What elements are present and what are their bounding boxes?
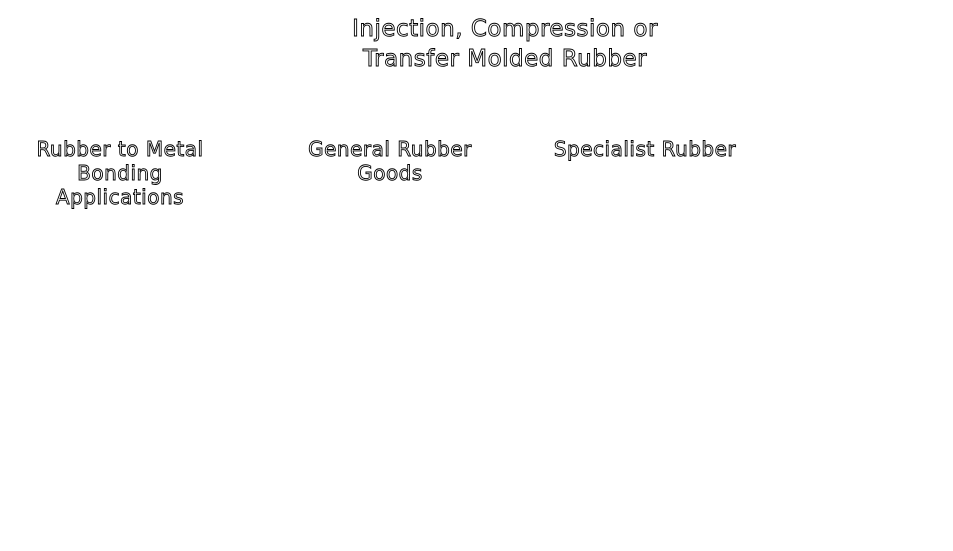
category-specialist-rubber: Specialist Rubber (545, 137, 745, 162)
category-label-line: Rubber to Metal (36, 137, 204, 162)
slide-title: Injection, Compression or Transfer Molde… (0, 14, 953, 74)
slide-title-line-1: Injection, Compression or (352, 16, 658, 43)
category-label-line: Bonding (77, 161, 163, 186)
slide-title-line-2: Transfer Molded Rubber (362, 46, 648, 73)
category-label-line: General Rubber (308, 137, 472, 162)
category-rubber-to-metal: Rubber to Metal Bonding Applications (20, 137, 220, 210)
category-label-line: Goods (357, 161, 423, 186)
category-label-line: Applications (55, 185, 185, 210)
category-label-line: Specialist Rubber (553, 137, 737, 162)
category-general-rubber-goods: General Rubber Goods (290, 137, 490, 186)
